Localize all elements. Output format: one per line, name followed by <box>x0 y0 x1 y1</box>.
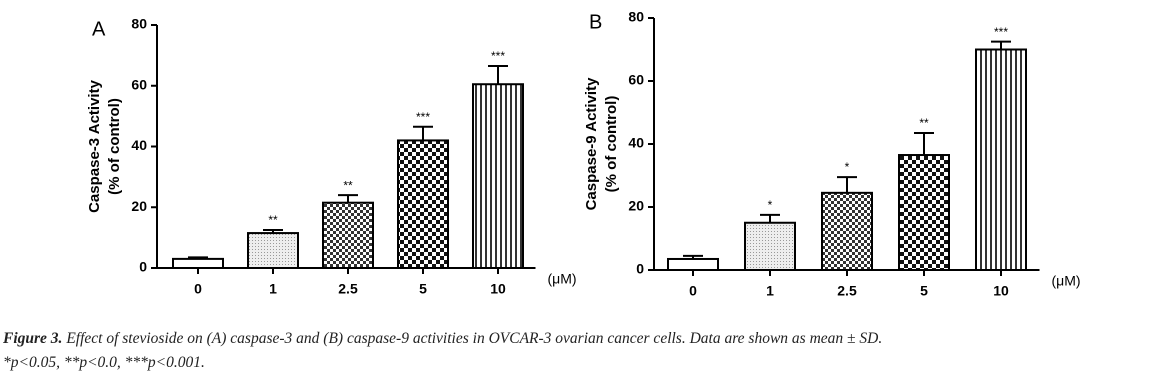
bar <box>172 257 224 270</box>
y-tick-label: 20 <box>131 198 147 214</box>
bar <box>397 139 449 269</box>
caption-line: Figure 3. Effect of stevioside on (A) ca… <box>3 330 882 348</box>
y-tick-label: 0 <box>636 261 644 277</box>
x-unit-label: (μM) <box>1052 273 1081 289</box>
significance-label: *** <box>994 25 1008 39</box>
y-tick-label: 40 <box>628 135 644 151</box>
y-tick-label: 80 <box>131 16 147 32</box>
significance-label: * <box>768 198 773 212</box>
x-tick-label: 5 <box>920 283 928 299</box>
x-tick-label: 2.5 <box>837 283 857 299</box>
bar <box>821 191 873 271</box>
x-tick-label: 1 <box>269 281 277 297</box>
y-axis-label: Caspase-3 Activity <box>86 79 103 212</box>
y-tick-label: 60 <box>628 72 644 88</box>
caption-text: Effect of stevioside on (A) caspase-3 an… <box>66 330 883 347</box>
y-tick-label: 80 <box>628 9 644 25</box>
panel-label: A <box>92 18 106 40</box>
x-tick-label: 0 <box>194 281 202 297</box>
caption-line: *p<0.05, **p<0.0, ***p<0.001. <box>3 354 205 371</box>
x-tick-label: 10 <box>993 283 1009 299</box>
significance-label: * <box>845 160 850 174</box>
bar <box>744 221 796 271</box>
x-tick-label: 1 <box>766 283 774 299</box>
y-tick-label: 60 <box>131 76 147 92</box>
caption-label: Figure 3. <box>3 330 63 347</box>
x-tick-label: 2.5 <box>338 281 358 297</box>
x-tick-label: 5 <box>419 281 427 297</box>
y-tick-label: 0 <box>139 259 147 275</box>
bar <box>667 257 719 272</box>
bar <box>975 48 1027 271</box>
bar <box>247 232 299 270</box>
y-tick-label: 40 <box>131 137 147 153</box>
y-tick-label: 20 <box>628 198 644 214</box>
significance-label: *** <box>416 110 430 124</box>
significance-label: ** <box>343 178 353 192</box>
bar <box>322 201 374 270</box>
x-tick-label: 0 <box>689 283 697 299</box>
y-axis-label: Caspase-9 Activity <box>583 77 600 210</box>
bar <box>472 83 524 269</box>
significance-label: *** <box>491 49 505 63</box>
x-unit-label: (μM) <box>548 271 577 287</box>
x-tick-label: 10 <box>490 281 506 297</box>
y-axis-label: (% of control) <box>106 98 123 195</box>
significance-label: ** <box>919 116 929 130</box>
panel-label: B <box>589 11 602 33</box>
y-axis-label: (% of control) <box>603 96 620 193</box>
significance-label: ** <box>268 213 278 227</box>
bar <box>898 154 950 271</box>
